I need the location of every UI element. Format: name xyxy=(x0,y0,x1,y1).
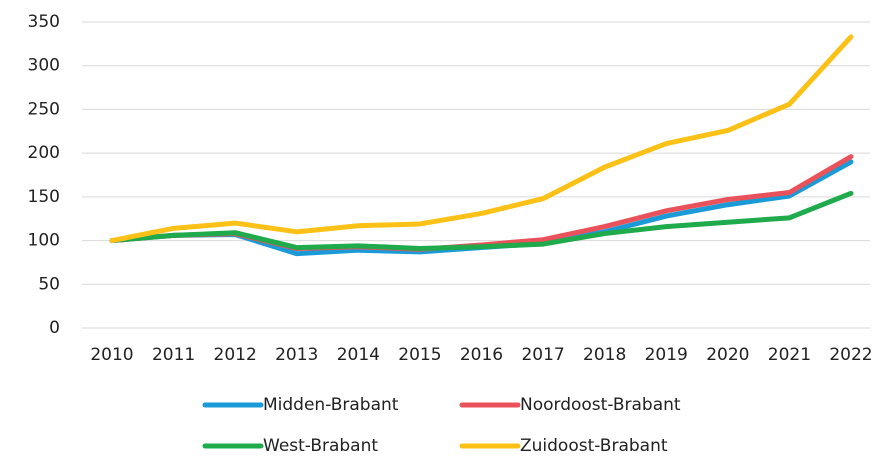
x-tick-label: 2021 xyxy=(768,345,811,365)
x-tick-label: 2019 xyxy=(645,345,688,365)
y-tick-label: 300 xyxy=(28,56,60,76)
y-tick-label: 150 xyxy=(28,187,60,207)
x-tick-label: 2014 xyxy=(337,345,380,365)
series-line xyxy=(109,34,854,244)
y-tick-label: 100 xyxy=(28,231,60,251)
legend-label: Zuidoost-Brabant xyxy=(520,436,668,456)
x-tick-label: 2012 xyxy=(214,345,257,365)
y-tick-label: 350 xyxy=(28,12,60,32)
x-tick-label: 2015 xyxy=(398,345,441,365)
x-tick-label: 2020 xyxy=(706,345,749,365)
legend-label: Midden-Brabant xyxy=(263,395,399,415)
x-tick-label: 2013 xyxy=(275,345,318,365)
series-line xyxy=(109,159,854,257)
y-tick-label: 200 xyxy=(28,143,60,163)
x-tick-label: 2017 xyxy=(521,345,564,365)
x-tick-label: 2022 xyxy=(829,345,872,365)
y-tick-label: 250 xyxy=(28,99,60,119)
y-tick-label: 50 xyxy=(38,274,60,294)
x-tick-label: 2016 xyxy=(460,345,503,365)
x-tick-label: 2018 xyxy=(583,345,626,365)
series-line xyxy=(109,190,854,251)
x-tick-label: 2010 xyxy=(90,345,133,365)
y-tick-label: 0 xyxy=(49,318,60,338)
legend-label: Noordoost-Brabant xyxy=(520,395,681,415)
x-tick-label: 2011 xyxy=(152,345,195,365)
legend-label: West-Brabant xyxy=(263,436,378,456)
